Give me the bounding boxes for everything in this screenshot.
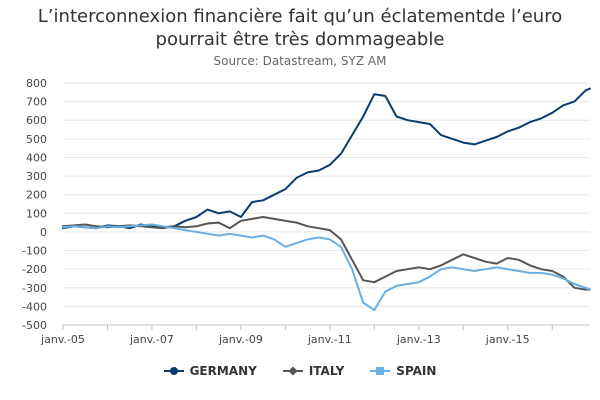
y-tick-label: 700 bbox=[26, 96, 47, 109]
chart-title-line-1: L’interconnexion financière fait qu’un é… bbox=[37, 6, 563, 27]
y-tick-label: 0 bbox=[40, 226, 47, 239]
legend-label: GERMANY bbox=[189, 364, 257, 378]
y-tick-label: 200 bbox=[26, 189, 47, 202]
y-tick-label: -100 bbox=[22, 245, 47, 258]
x-tick-label: janv.-07 bbox=[129, 333, 174, 346]
y-tick-label: -300 bbox=[22, 282, 47, 295]
x-tick-label: janv.-05 bbox=[40, 333, 85, 346]
y-tick-label: -200 bbox=[22, 263, 47, 276]
x-tick-label: janv.-13 bbox=[396, 333, 441, 346]
y-tick-label: -400 bbox=[22, 300, 47, 313]
y-tick-label: 800 bbox=[26, 77, 47, 90]
chart-subtitle: Source: Datastream, SYZ AM bbox=[213, 54, 387, 68]
y-tick-label: 100 bbox=[26, 207, 47, 220]
y-tick-label: -500 bbox=[22, 319, 47, 332]
y-tick-label: 600 bbox=[26, 114, 47, 127]
legend-label: SPAIN bbox=[396, 364, 437, 378]
legend-item-italy[interactable]: ITALY bbox=[282, 364, 345, 378]
legend: GERMANY ITALY SPAIN bbox=[0, 364, 600, 378]
x-tick-label: janv.-09 bbox=[218, 333, 263, 346]
series-line-italy bbox=[62, 216, 591, 291]
legend-symbol-square-icon bbox=[370, 366, 391, 376]
y-tick-label: 300 bbox=[26, 170, 47, 183]
legend-item-germany[interactable]: GERMANY bbox=[163, 364, 257, 378]
series-line-spain bbox=[62, 223, 591, 312]
legend-label: ITALY bbox=[308, 364, 345, 378]
series-line-germany bbox=[62, 87, 591, 230]
chart-title-line-2: pourrait être très dommageable bbox=[155, 29, 445, 50]
legend-symbol-circle-icon bbox=[163, 366, 184, 376]
x-tick-label: janv.-11 bbox=[307, 333, 352, 346]
legend-item-spain[interactable]: SPAIN bbox=[370, 364, 436, 378]
x-tick-label: janv.-15 bbox=[485, 333, 530, 346]
y-tick-label: 400 bbox=[26, 151, 47, 164]
y-tick-label: 500 bbox=[26, 133, 47, 146]
legend-symbol-diamond-icon bbox=[282, 366, 303, 376]
